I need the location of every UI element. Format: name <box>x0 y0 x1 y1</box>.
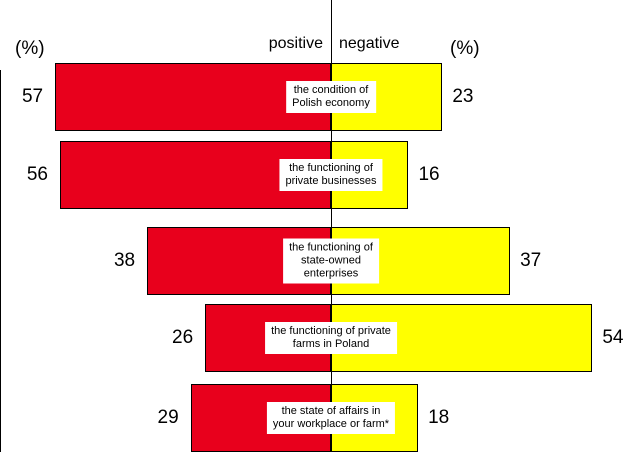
frame-line <box>0 70 1 452</box>
category-label: the functioning of private businesses <box>279 159 383 191</box>
value-label: 16 <box>418 164 440 185</box>
value-label: 37 <box>520 250 542 271</box>
value-label: 54 <box>602 327 624 348</box>
unit-label: (%) <box>450 38 480 59</box>
value-label: 56 <box>26 164 48 185</box>
bar-negative <box>331 227 511 295</box>
legend-negative: negative <box>339 35 400 52</box>
legend-positive: positive <box>268 35 323 52</box>
category-label: the functioning of private farms in Pola… <box>265 322 397 354</box>
unit-label: (%) <box>15 38 45 59</box>
value-label: 57 <box>21 86 44 107</box>
center-line <box>330 0 332 452</box>
category-label: the state of affairs in your workplace o… <box>266 402 396 434</box>
value-label: 29 <box>157 407 179 428</box>
category-label: the functioning of state-owned enterpris… <box>283 238 379 284</box>
bar-positive <box>55 63 331 131</box>
value-label: 18 <box>428 407 450 428</box>
value-label: 23 <box>452 86 474 107</box>
category-label: the condition of Polish economy <box>286 81 376 113</box>
value-label: 38 <box>113 250 136 271</box>
value-label: 26 <box>172 327 194 348</box>
